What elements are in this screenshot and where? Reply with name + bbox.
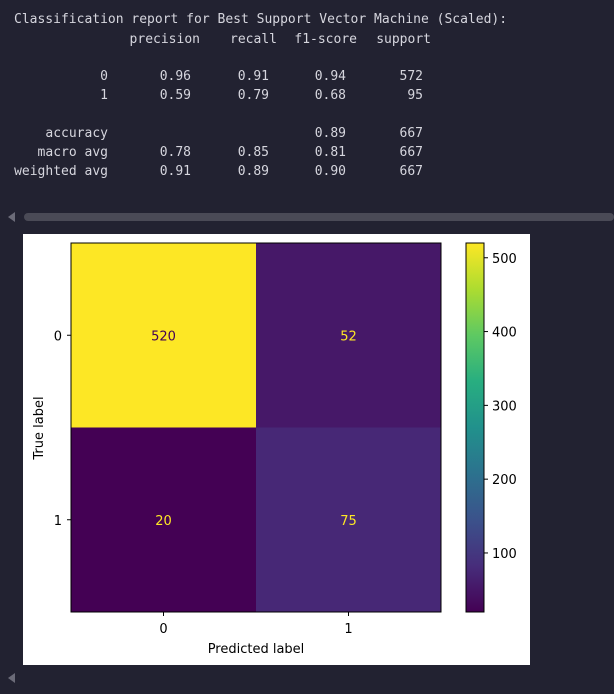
header-support: support (376, 32, 431, 47)
row-label: 0 (100, 69, 108, 84)
row-support: 667 (399, 164, 423, 179)
y-tick-label: 1 (54, 514, 62, 529)
row-support: 572 (399, 69, 423, 84)
row-f1: 0.81 (314, 145, 346, 160)
row-f1: 0.68 (314, 88, 346, 103)
colorbar-tick-label: 400 (492, 326, 517, 341)
row-recall: 0.79 (237, 88, 269, 103)
report-title: Classification report for Best Support V… (14, 12, 508, 27)
row-precision: 0.59 (159, 88, 191, 103)
cell-value-label: 52 (340, 329, 357, 344)
cell-value-label: 520 (151, 329, 176, 344)
colorbar-tick-label: 500 (492, 252, 517, 267)
row-recall: 0.89 (237, 164, 269, 179)
colorbar (465, 242, 485, 613)
x-tick-label: 1 (344, 622, 352, 637)
output-horizontal-scrollbar[interactable] (0, 212, 614, 222)
row-f1: 0.89 (314, 126, 346, 141)
row-f1: 0.90 (314, 164, 346, 179)
header-recall: recall (230, 32, 277, 47)
classification-report: Classification report for Best Support V… (0, 0, 614, 200)
row-label: 1 (100, 88, 108, 103)
heatmap-cell (256, 243, 441, 428)
row-recall: 0.91 (237, 69, 269, 84)
row-precision: 0.91 (159, 164, 191, 179)
y-tick-label: 0 (54, 329, 62, 344)
heatmap-frame (70, 242, 442, 613)
scrollbar-thumb[interactable] (24, 213, 614, 221)
row-label: weighted avg (14, 164, 108, 179)
row-support: 667 (399, 145, 423, 160)
colorbar-tick-label: 200 (492, 473, 517, 488)
row-precision: 0.78 (159, 145, 191, 160)
row-precision: 0.96 (159, 69, 191, 84)
cell-value-label: 75 (340, 514, 357, 529)
header-precision: precision (129, 32, 200, 47)
row-recall: 0.85 (237, 145, 269, 160)
scroll-left-arrow-icon[interactable] (8, 212, 15, 222)
row-support: 95 (407, 88, 423, 103)
row-f1: 0.94 (314, 69, 346, 84)
scroll-left-arrow-icon[interactable] (8, 673, 15, 683)
heatmap-cell (256, 427, 441, 612)
output-horizontal-scrollbar-bottom[interactable] (0, 673, 614, 683)
colorbar-tick-label: 100 (492, 547, 517, 562)
confusion-matrix-chart: 520 52 20 75 0 1 0 1 Predicted label True labe… (32, 242, 517, 657)
heatmap-cell (71, 427, 256, 612)
colorbar-tick-label: 300 (492, 399, 517, 414)
x-axis-label: Predicted label (208, 642, 305, 657)
row-label: accuracy (45, 126, 108, 141)
confusion-matrix-figure: 520 52 20 75 0 1 0 1 Predicted label True labe… (23, 234, 530, 665)
y-axis-label: True label (32, 396, 47, 460)
heatmap-cell (71, 243, 256, 428)
row-label: macro avg (37, 145, 108, 160)
cell-value-label: 20 (155, 514, 172, 529)
x-tick-label: 0 (159, 622, 167, 637)
header-f1-score: f1-score (294, 32, 357, 47)
row-support: 667 (399, 126, 423, 141)
